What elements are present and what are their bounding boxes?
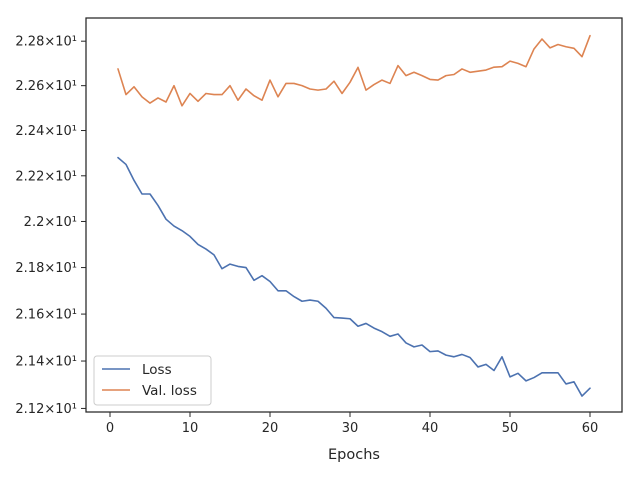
y-tick-label: 2.12×10¹: [15, 402, 77, 417]
legend-label: Val. loss: [142, 383, 197, 399]
y-tick-label: 2.26×10¹: [15, 79, 77, 94]
x-tick-label: 10: [182, 421, 199, 436]
y-tick-label: 2.28×10¹: [15, 35, 77, 50]
y-tick-label: 2.24×10¹: [15, 124, 77, 139]
plot-area: [85, 17, 623, 413]
y-tick-label: 2.18×10¹: [15, 261, 77, 276]
x-tick-label: 0: [106, 421, 114, 436]
legend: Loss Val. loss: [93, 355, 212, 406]
y-axis: 2.12×10¹ 2.14×10¹ 2.16×10¹ 2.18×10¹ 2.2×10¹ 2…: [15, 35, 86, 417]
y-tick-label: 2.14×10¹: [15, 355, 77, 370]
y-tick-label: 2.16×10¹: [15, 308, 77, 323]
x-tick-label: 50: [502, 421, 519, 436]
x-axis-title: Epochs: [328, 447, 380, 463]
y-tick-label: 2.2×10¹: [24, 215, 77, 230]
x-tick-label: 40: [422, 421, 439, 436]
legend-label: Loss: [142, 362, 172, 378]
x-tick-label: 30: [342, 421, 359, 436]
series-line-2: [117, 34, 591, 107]
series-line-1: [117, 156, 591, 397]
x-tick-label: 60: [582, 421, 599, 436]
x-tick-label: 20: [262, 421, 279, 436]
y-tick-label: 2.22×10¹: [15, 169, 77, 184]
x-axis: 0 10 20 30 40 50 60: [106, 412, 598, 436]
series-layer: [117, 34, 591, 397]
